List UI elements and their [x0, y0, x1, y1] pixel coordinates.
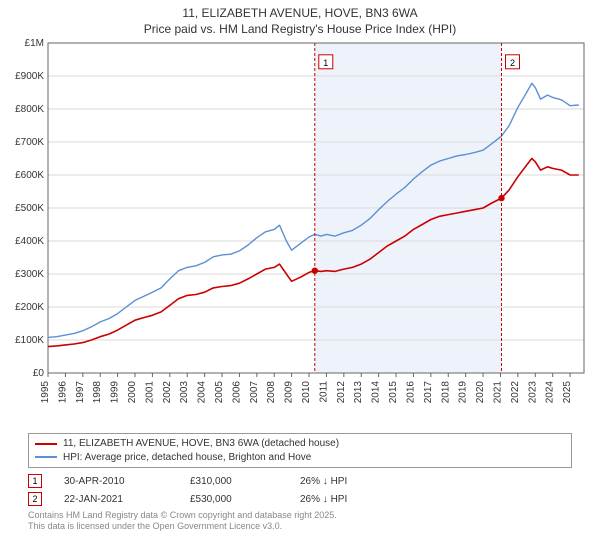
legend-row: 11, ELIZABETH AVENUE, HOVE, BN3 6WA (det…: [35, 437, 565, 451]
legend-label: HPI: Average price, detached house, Brig…: [63, 451, 311, 465]
legend-swatch: [35, 443, 57, 445]
svg-text:2023: 2023: [527, 381, 538, 404]
svg-text:2017: 2017: [423, 381, 434, 404]
title-address: 11, ELIZABETH AVENUE, HOVE, BN3 6WA: [0, 6, 600, 22]
sale-marker-icon: 2: [28, 492, 42, 506]
svg-text:2003: 2003: [179, 381, 190, 404]
svg-text:2007: 2007: [249, 381, 260, 404]
sale-price: £530,000: [190, 490, 300, 508]
svg-text:£600K: £600K: [15, 170, 44, 181]
svg-text:2014: 2014: [371, 381, 382, 404]
line-chart-svg: £0 £100K £200K £300K £400K £500K £600K £700K £80…: [0, 37, 600, 427]
svg-text:2013: 2013: [353, 381, 364, 404]
svg-text:2020: 2020: [475, 381, 486, 404]
sale-date: 30-APR-2010: [50, 472, 190, 490]
svg-text:2009: 2009: [284, 381, 295, 404]
svg-text:2000: 2000: [127, 381, 138, 404]
svg-text:2011: 2011: [318, 381, 329, 403]
svg-text:1995: 1995: [40, 381, 51, 404]
svg-text:2022: 2022: [510, 381, 521, 404]
legend-row: HPI: Average price, detached house, Brig…: [35, 451, 565, 465]
svg-text:£0: £0: [33, 368, 45, 379]
svg-text:2001: 2001: [144, 381, 155, 404]
svg-text:£500K: £500K: [15, 203, 44, 214]
svg-text:1997: 1997: [75, 381, 86, 404]
svg-text:2008: 2008: [266, 381, 277, 404]
svg-text:1996: 1996: [57, 381, 68, 404]
svg-text:2004: 2004: [197, 381, 208, 404]
sales-table: 1 30-APR-2010£310,00026% ↓ HPI 2 22-JAN-202…: [28, 472, 355, 508]
svg-text:2015: 2015: [388, 381, 399, 404]
table-row: 1 30-APR-2010£310,00026% ↓ HPI: [28, 472, 355, 490]
legend-label: 11, ELIZABETH AVENUE, HOVE, BN3 6WA (det…: [63, 437, 339, 451]
title-subtitle: Price paid vs. HM Land Registry's House …: [0, 22, 600, 38]
svg-text:£100K: £100K: [15, 335, 44, 346]
svg-text:2019: 2019: [458, 381, 469, 404]
svg-text:£1M: £1M: [25, 38, 44, 49]
legend: 11, ELIZABETH AVENUE, HOVE, BN3 6WA (det…: [28, 433, 572, 468]
legend-swatch: [35, 456, 57, 458]
svg-text:2024: 2024: [545, 381, 556, 404]
footer-line2: This data is licensed under the Open Gov…: [28, 521, 572, 532]
svg-text:2010: 2010: [301, 381, 312, 404]
svg-text:2016: 2016: [405, 381, 416, 404]
svg-text:2: 2: [510, 58, 515, 68]
svg-text:2002: 2002: [162, 381, 173, 404]
svg-text:£900K: £900K: [15, 71, 44, 82]
svg-text:2018: 2018: [440, 381, 451, 404]
svg-text:£200K: £200K: [15, 302, 44, 313]
svg-text:2021: 2021: [492, 381, 503, 404]
chart-title: 11, ELIZABETH AVENUE, HOVE, BN3 6WA Pric…: [0, 0, 600, 37]
sale-price: £310,000: [190, 472, 300, 490]
svg-text:£300K: £300K: [15, 269, 44, 280]
chart-plot-area: £0 £100K £200K £300K £400K £500K £600K £700K £80…: [0, 37, 600, 427]
footer-line1: Contains HM Land Registry data © Crown c…: [28, 510, 572, 521]
svg-text:£700K: £700K: [15, 137, 44, 148]
sale-date: 22-JAN-2021: [50, 490, 190, 508]
svg-text:£800K: £800K: [15, 104, 44, 115]
footer-attribution: Contains HM Land Registry data © Crown c…: [28, 510, 572, 533]
sale-marker-icon: 1: [28, 474, 42, 488]
svg-text:1998: 1998: [92, 381, 103, 404]
sale-hpi-delta: 26% ↓ HPI: [300, 490, 355, 508]
svg-text:2012: 2012: [336, 381, 347, 404]
sale-hpi-delta: 26% ↓ HPI: [300, 472, 355, 490]
svg-text:2005: 2005: [214, 381, 225, 404]
chart-container: 11, ELIZABETH AVENUE, HOVE, BN3 6WA Pric…: [0, 0, 600, 560]
svg-text:2006: 2006: [231, 381, 242, 404]
svg-text:£400K: £400K: [15, 236, 44, 247]
svg-text:1: 1: [323, 58, 328, 68]
table-row: 2 22-JAN-2021£530,00026% ↓ HPI: [28, 490, 355, 508]
svg-text:2025: 2025: [562, 381, 573, 404]
svg-text:1999: 1999: [110, 381, 121, 404]
